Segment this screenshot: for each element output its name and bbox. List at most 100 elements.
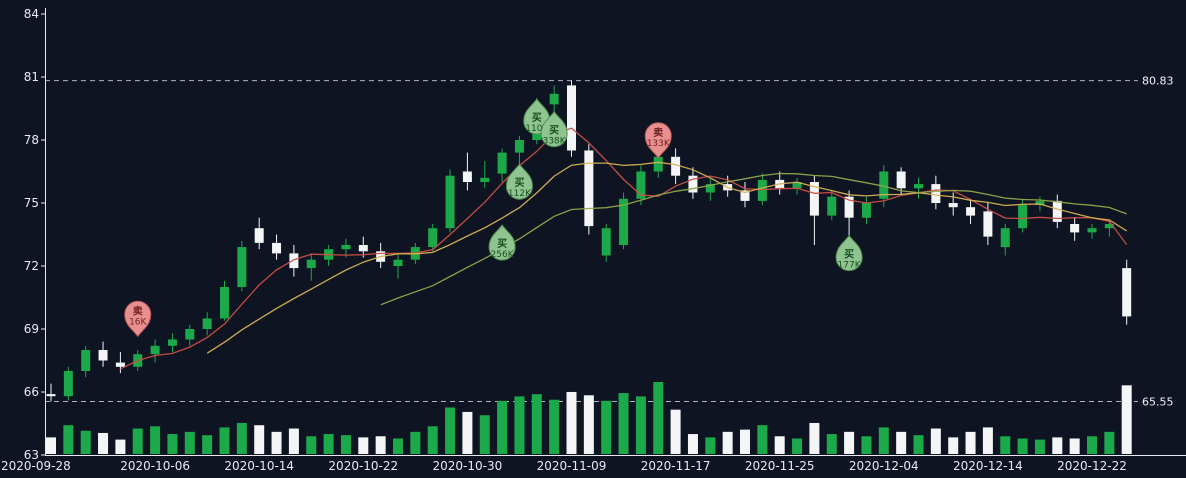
candle[interactable] [619,192,629,250]
candle[interactable] [966,198,976,224]
candle[interactable] [1087,224,1097,239]
candle[interactable] [480,161,490,189]
volume-bar[interactable] [965,431,976,454]
volume-bar[interactable] [583,395,594,454]
volume-bar[interactable] [306,436,317,454]
volume-bar[interactable] [930,428,941,454]
volume-bar[interactable] [271,431,282,454]
volume-bar[interactable] [358,437,369,454]
volume-bar[interactable] [687,434,698,454]
volume-bar[interactable] [653,382,664,454]
candle[interactable] [671,148,681,185]
volume-bar[interactable] [1069,438,1080,454]
volume-bar[interactable] [202,435,213,454]
candle[interactable] [202,312,212,336]
volume-bar[interactable] [288,428,299,454]
candle[interactable] [497,148,507,182]
volume-bar[interactable] [635,396,646,454]
candle[interactable] [1070,217,1080,241]
candle[interactable] [688,167,698,199]
volume-bar[interactable] [982,427,993,454]
volume-bar[interactable] [809,422,820,454]
candle[interactable] [844,190,854,241]
volume-bar[interactable] [462,411,473,454]
volume-bar[interactable] [410,431,421,454]
candle[interactable] [81,345,91,378]
candle[interactable] [636,165,646,206]
volume-bar[interactable] [167,434,178,454]
volume-bar[interactable] [479,415,490,454]
candle[interactable] [46,383,56,402]
volume-bar[interactable] [375,436,386,454]
candle[interactable] [584,144,594,235]
volume-bar[interactable] [254,425,265,454]
volume-bar[interactable] [531,394,542,454]
candle[interactable] [462,152,472,191]
candle[interactable] [792,177,802,195]
volume-bar[interactable] [844,431,855,454]
candle[interactable] [98,341,108,367]
volume-bar[interactable] [115,439,126,454]
volume-bar[interactable] [445,407,456,454]
volume-bar[interactable] [861,436,872,454]
volume-bar[interactable] [63,425,74,454]
volume-bar[interactable] [757,425,768,454]
volume-bar[interactable] [913,435,924,454]
volume-bar[interactable] [566,391,577,454]
volume-bar[interactable] [393,438,403,454]
volume-bar[interactable] [878,427,889,454]
candle[interactable] [567,80,576,157]
candle[interactable] [150,339,160,363]
volume-bar[interactable] [497,400,508,454]
candle[interactable] [1104,219,1114,237]
candle[interactable] [827,190,837,220]
volume-bar[interactable] [184,431,195,454]
volume-bar[interactable] [80,430,91,454]
candle[interactable] [861,196,871,224]
candle[interactable] [185,324,195,346]
volume-bar[interactable] [98,432,109,454]
candle[interactable] [428,224,438,252]
candle[interactable] [167,333,177,353]
volume-bar[interactable] [549,399,560,454]
candle[interactable] [254,217,264,250]
candle[interactable] [220,280,229,321]
volume-bar[interactable] [340,435,351,454]
candle[interactable] [1000,224,1010,256]
volume-bar[interactable] [826,434,837,454]
candle[interactable] [324,245,334,266]
volume-bar[interactable] [1017,438,1028,454]
volume-bar[interactable] [427,426,438,454]
candle[interactable] [237,240,247,292]
candle[interactable] [740,182,750,208]
candle[interactable] [115,352,125,374]
volume-bar[interactable] [896,431,907,454]
volume-bar[interactable] [219,427,230,454]
volume-bar[interactable] [1000,436,1011,454]
volume-bar[interactable] [618,393,629,454]
candle[interactable] [289,245,299,277]
volume-bar[interactable] [236,422,247,454]
volume-bar[interactable] [1034,439,1045,454]
volume-bar[interactable] [1121,385,1132,454]
volume-bar[interactable] [150,426,161,454]
volume-bar[interactable] [1104,431,1115,454]
volume-bar[interactable] [705,437,716,454]
candle[interactable] [601,224,611,262]
volume-bar[interactable] [774,436,785,454]
volume-bar[interactable] [132,428,143,454]
volume-bar[interactable] [46,437,56,454]
candle[interactable] [705,177,715,201]
candle[interactable] [63,366,73,401]
volume-bar[interactable] [670,409,681,454]
candle[interactable] [272,234,282,260]
candle[interactable] [1052,194,1062,229]
candle[interactable] [306,253,316,281]
volume-bar[interactable] [514,396,525,454]
